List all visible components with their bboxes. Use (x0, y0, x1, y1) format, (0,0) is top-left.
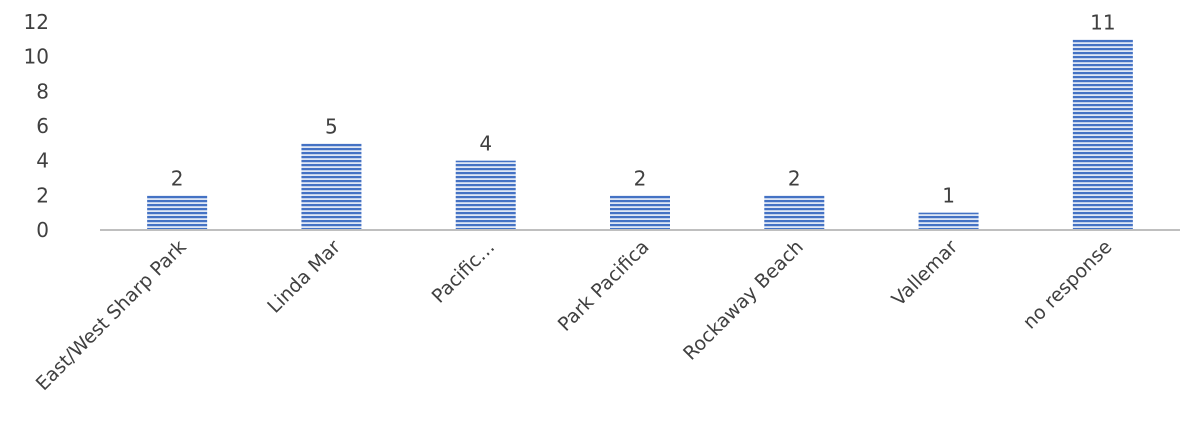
x-tick-label: Park Pacifica (554, 236, 654, 336)
bar (919, 213, 979, 230)
data-label: 2 (634, 166, 647, 190)
data-label: 11 (1090, 10, 1115, 34)
y-tick-label: 2 (36, 183, 49, 207)
x-tick-label: Rockaway Beach (679, 236, 808, 365)
data-label: 1 (942, 184, 955, 208)
bar (456, 161, 516, 230)
data-label: 4 (479, 132, 492, 156)
bar (764, 195, 824, 230)
y-tick-label: 8 (36, 79, 49, 103)
x-tick-label: East/West Sharp Park (32, 236, 191, 395)
x-axis: East/West Sharp Park Linda Mar Pacific… Par… (32, 236, 1117, 395)
bar (147, 195, 207, 230)
bar (301, 143, 361, 230)
y-tick-label: 10 (24, 45, 49, 69)
x-tick-label: Vallemar (888, 236, 963, 311)
data-label: 2 (171, 166, 184, 190)
data-label: 5 (325, 114, 338, 138)
y-tick-label: 4 (36, 149, 49, 173)
bar (1073, 39, 1133, 230)
y-tick-label: 12 (24, 10, 49, 34)
bar (610, 195, 670, 230)
data-label: 2 (788, 166, 801, 190)
x-tick-label: Pacific… (428, 236, 500, 308)
y-tick-label: 0 (36, 218, 49, 242)
x-tick-label: no response (1019, 236, 1117, 334)
bars (147, 39, 1133, 230)
x-tick-label: Linda Mar (263, 236, 345, 318)
y-axis: 0 2 4 6 8 10 12 (24, 10, 49, 242)
y-tick-label: 6 (36, 114, 49, 138)
